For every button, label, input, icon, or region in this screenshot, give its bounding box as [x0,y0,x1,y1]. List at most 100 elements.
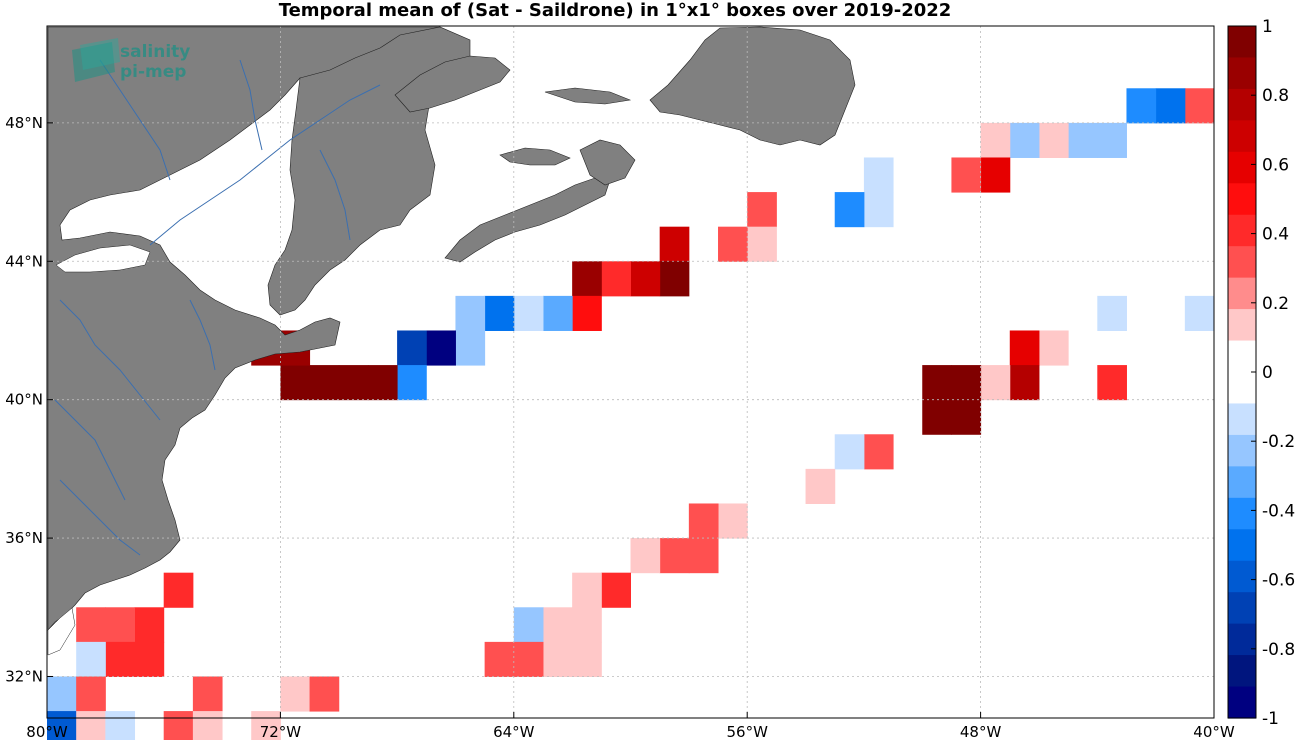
heatmap-cell [426,330,456,366]
x-tick-label: 72°W [260,723,302,740]
colorbar-segment [1228,309,1256,342]
heatmap-cell [1184,88,1215,124]
heatmap-cell [572,295,602,331]
heatmap-cell [1097,122,1127,158]
colorbar-tick-label: 0.6 [1262,155,1289,175]
heatmap-cell [863,192,894,228]
heatmap-cell [513,295,544,331]
heatmap-cell [47,676,77,712]
heatmap-cell [863,157,894,193]
outer-banks [47,607,76,656]
logo-wave-icon [72,42,115,82]
x-tick-label: 40°W [1193,723,1235,740]
heatmap-cell [1126,88,1157,124]
heatmap-cell [834,434,865,470]
heatmap-cell [951,399,982,435]
st-lawrence-river [149,84,381,246]
colorbar-segment [1228,246,1256,279]
heatmap-cell [76,607,106,643]
chart-title: Temporal mean of (Sat - Saildrone) in 1°… [278,0,952,21]
heatmap-cell [105,641,136,677]
cape-breton-landmass [579,139,636,186]
x-axis-ticks: 80°W 72°W 64°W 56°W 48°W 40°W [26,712,1235,740]
heatmap-cell [542,641,573,677]
heatmap-cell [163,572,194,608]
ontario-lake [55,244,151,273]
heatmap-cell [484,641,515,677]
land-mass [47,26,856,656]
anticosti-landmass [544,87,632,105]
heatmap-cell [163,711,194,740]
colorbar-segment [1228,466,1256,499]
colorbar-tick-label: 0 [1262,363,1273,383]
heatmap-cell [484,295,515,331]
heatmap-cell [572,641,602,677]
y-tick-label: 32°N [5,667,43,685]
colorbar-segment [1228,592,1256,625]
heatmap-cell [572,607,602,643]
heatmap-cell [1184,295,1215,331]
heatmap-cell [922,365,952,401]
heatmap-cell [542,607,573,643]
heatmap-cell [863,434,894,470]
heatmap-cell [572,261,602,297]
heatmap-cell [834,192,865,228]
heatmap-cell [105,711,136,740]
heatmap-cell [455,330,486,366]
colorbar-segment [1228,183,1256,216]
heatmap-cell [922,399,952,435]
colorbar-tick-label: -0.4 [1262,501,1295,521]
colorbar-segment [1228,57,1256,90]
heatmap-cell [251,711,281,740]
heatmap-cell [1009,330,1040,366]
gaspe-landmass [394,55,511,113]
y-tick-label: 48°N [5,114,43,132]
x-tick-label: 48°W [960,723,1002,740]
river-6 [99,59,171,181]
colorbar-tick-label: 0.8 [1262,86,1289,106]
colorbar-segment [1228,88,1256,121]
x-tick-label: 56°W [726,723,768,740]
y-tick-label: 36°N [5,529,43,547]
colorbar-segment [1228,151,1256,184]
colorbar-segment [1228,497,1256,530]
heatmap-cell [747,226,777,262]
heatmap-cell [601,572,631,608]
heatmap-cell [718,503,748,539]
heatmap-cell [1097,365,1127,401]
colorbar-segment [1228,120,1256,153]
heatmap-cell [134,641,165,677]
plot-frame [46,25,1215,719]
logo-wave-icon-2 [80,38,120,70]
colorbar-tick-label: -0.8 [1262,640,1295,660]
colorbar-segment [1228,529,1256,562]
heatmap-cell [1068,122,1098,158]
colorbar-labels: 1 0.8 0.6 0.4 0.2 0 -0.2 -0.4 -0.6 -0.8 -1 [1251,17,1295,729]
river-1 [59,299,161,421]
x-tick-label: 64°W [493,723,535,740]
river-4 [239,59,263,151]
heatmap-cell [105,607,136,643]
heatmap-cell [1155,88,1186,124]
heatmap-cell [338,365,369,401]
heatmap-cell [397,365,427,401]
y-tick-label: 44°N [5,252,43,270]
colorbar-segment [1228,214,1256,247]
heatmap-cell [951,157,982,193]
colorbar-segment [1228,560,1256,593]
heatmap-cell [688,538,719,574]
heatmap-cell [280,365,311,401]
nova-scotia-landmass [444,177,611,263]
heatmap-cell [76,711,106,740]
heatmap-cell [280,676,311,712]
colorbar-segment [1228,686,1256,719]
colorbar-tick-label: -1 [1262,709,1279,729]
heatmap-cell [397,330,427,366]
colorbar-segment [1228,434,1256,467]
colorbar-segment [1228,623,1256,656]
heatmap-cells [47,88,1215,740]
heatmap-cell [513,607,544,643]
colorbar-segment [1228,372,1256,405]
heatmap-cell [76,676,106,712]
